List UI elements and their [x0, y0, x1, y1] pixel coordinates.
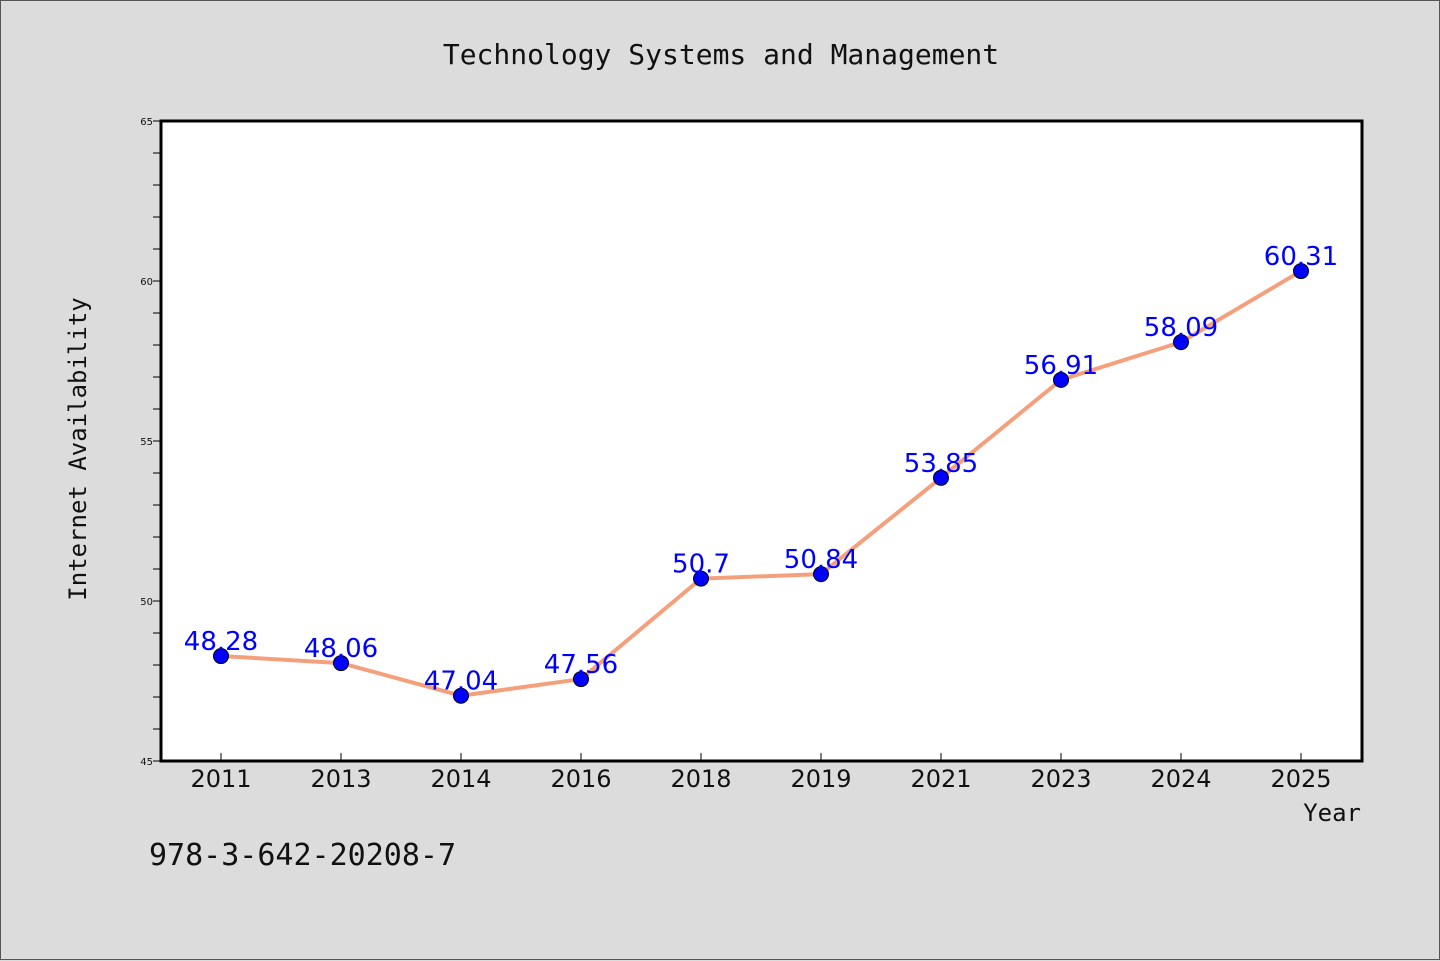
y-tick-label: 55 — [140, 437, 153, 448]
x-tick-label: 2013 — [310, 765, 371, 793]
y-tick-label: 60 — [140, 277, 153, 288]
data-point — [693, 570, 709, 587]
data-label: 56.91 — [1024, 351, 1098, 381]
y-axis: 45 50 55 60 65 — [140, 117, 161, 768]
data-label: 50.7 — [672, 550, 730, 580]
data-point — [813, 566, 829, 583]
data-point — [1293, 263, 1309, 280]
x-tick-label: 2019 — [790, 765, 851, 793]
x-tick-label: 2024 — [1150, 765, 1211, 793]
y-axis-label: Internet Availability — [64, 297, 92, 600]
data-point — [213, 648, 229, 665]
x-axis-label: Year — [1303, 799, 1361, 827]
series-line — [219, 269, 1303, 698]
data-point — [1173, 334, 1189, 351]
data-label: 48.28 — [184, 627, 258, 657]
data-label: 47.56 — [544, 650, 618, 680]
series-layer — [213, 263, 1309, 704]
data-point — [333, 655, 349, 672]
data-label-layer: 48.28 48.06 47.04 47.56 50.7 50.84 53.85 56.91 5… — [184, 242, 1338, 697]
y-tick-label: 45 — [140, 757, 153, 768]
x-tick-label: 2023 — [1030, 765, 1091, 793]
x-axis: 2011 2013 2014 2016 2018 2019 2021 2023 2024 2025 — [190, 753, 1332, 793]
data-label: 47.04 — [424, 667, 498, 697]
x-tick-label: 2018 — [670, 765, 731, 793]
data-point — [933, 469, 949, 486]
data-point — [453, 687, 469, 704]
data-label: 50.84 — [784, 545, 858, 575]
y-tick-label: 50 — [140, 597, 153, 608]
plot-area — [159, 119, 1364, 763]
data-label: 53.85 — [904, 449, 978, 479]
data-point — [1053, 371, 1069, 388]
y-tick-label: 65 — [140, 117, 153, 128]
data-label: 58.09 — [1144, 313, 1218, 343]
x-tick-label: 2016 — [550, 765, 611, 793]
data-label: 48.06 — [304, 634, 378, 664]
x-tick-label: 2014 — [430, 765, 491, 793]
x-tick-label: 2021 — [910, 765, 971, 793]
x-tick-label: 2011 — [190, 765, 251, 793]
data-point — [573, 671, 589, 688]
chart-title: Technology Systems and Management — [443, 38, 999, 71]
data-label: 60.31 — [1264, 242, 1338, 272]
isbn-text: 978-3-642-20208-7 — [149, 838, 456, 873]
x-tick-label: 2025 — [1270, 765, 1331, 793]
